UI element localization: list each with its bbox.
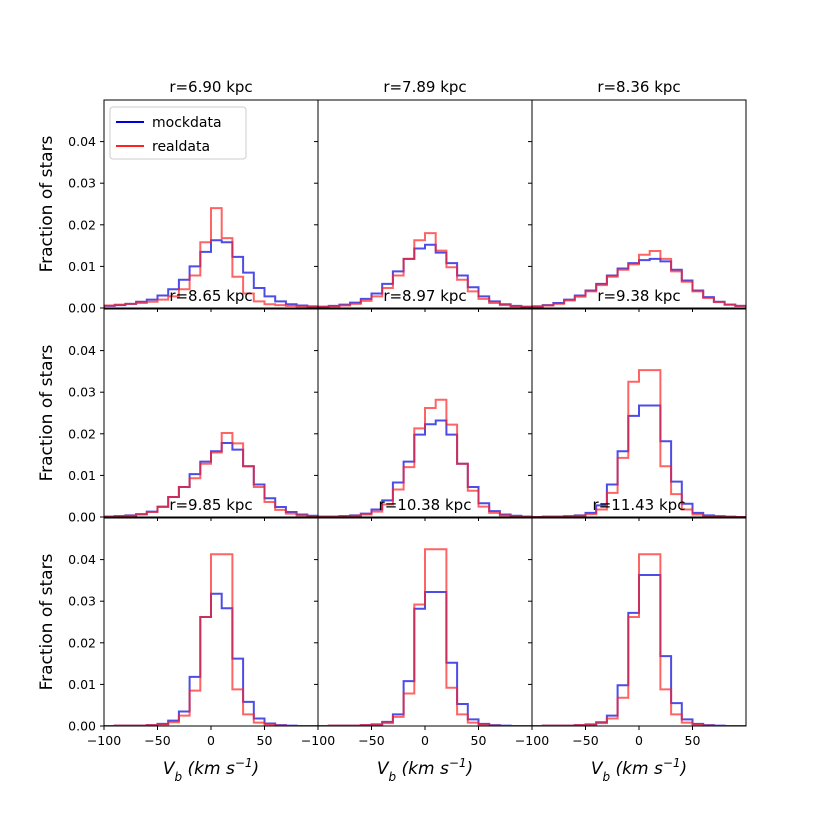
y-tick-label: 0.04	[68, 343, 96, 358]
x-tick-label: −100	[301, 733, 335, 748]
legend-label: realdata	[152, 139, 210, 155]
realdata-histogram	[532, 553, 746, 726]
panel-title: r=8.36 kpc	[597, 78, 680, 96]
x-axis-label-part: V	[377, 759, 390, 779]
panel-title: r=6.90 kpc	[169, 78, 252, 96]
realdata-histogram	[318, 232, 532, 308]
histogram-group	[318, 232, 532, 308]
x-axis-label-part: V	[163, 759, 176, 779]
x-tick-label: 0	[635, 733, 643, 748]
panel-1: 0.00 0.01 0.02 0.03 0.04 r=6.90 kpc Fraction o…	[37, 78, 319, 316]
y-tick-label: 0.02	[68, 426, 96, 441]
x-tick-label: 50	[471, 733, 487, 748]
legend-label: mockdata	[152, 115, 222, 131]
y-tick-label: 0.03	[68, 594, 96, 609]
x-axis-label-part: (km s	[396, 759, 449, 779]
x-tick-label: −50	[358, 733, 384, 748]
panel-title: r=8.65 kpc	[169, 287, 252, 305]
x-axis-label-part: −1	[235, 756, 253, 770]
y-tick-label: 0.01	[68, 677, 96, 692]
x-axis-label-part: −1	[449, 756, 467, 770]
x-axis-label-part: V	[591, 759, 604, 779]
y-tick-label: 0.00	[68, 719, 96, 734]
y-axis-label: Fraction of stars	[37, 553, 57, 690]
panel-title: r=8.97 kpc	[383, 287, 466, 305]
panel-frame	[317, 99, 533, 309]
x-axis-label-part: b	[602, 770, 610, 784]
panel-title: r=7.89 kpc	[383, 78, 466, 96]
panel-6: r=9.38 kpc	[528, 287, 747, 521]
panel-title: r=9.85 kpc	[169, 496, 252, 514]
panel-frame	[531, 99, 747, 309]
realdata-histogram	[318, 548, 532, 726]
x-tick-label: 50	[257, 733, 273, 748]
x-axis-label-part: )	[465, 759, 474, 779]
x-axis-label-part: (km s	[182, 759, 235, 779]
x-tick-label: 0	[207, 733, 215, 748]
mockdata-histogram	[318, 591, 532, 726]
x-axis-label-part: )	[679, 759, 688, 779]
x-axis-label-part: )	[251, 759, 260, 779]
y-axis-label: Fraction of stars	[37, 135, 57, 272]
panel-9: −100 −50 0 50 r=11.43 kpc Vb (km s−1)	[515, 496, 747, 784]
histogram-group	[532, 369, 746, 517]
panel-7: 0.00 0.01 0.02 0.03 0.04 −100 −50 0 50 r=9.85 kpc…	[37, 496, 319, 784]
y-tick-label: 0.02	[68, 217, 96, 232]
histogram-group	[532, 553, 746, 726]
x-tick-label: −50	[572, 733, 598, 748]
x-axis-label: Vb (km s−1)	[377, 756, 473, 784]
x-tick-label: −50	[144, 733, 170, 748]
panel-title: r=10.38 kpc	[379, 496, 472, 514]
y-tick-label: 0.00	[68, 301, 96, 316]
panel-8: −100 −50 0 50 r=10.38 kpc Vb (km s−1)	[301, 496, 533, 784]
panel-5: r=8.97 kpc	[314, 287, 533, 521]
realdata-histogram	[104, 553, 318, 726]
y-tick-label: 0.01	[68, 468, 96, 483]
histogram-group	[104, 207, 318, 308]
y-tick-label: 0.03	[68, 176, 96, 191]
panel-frame	[531, 517, 747, 727]
x-tick-label: 50	[685, 733, 701, 748]
realdata-histogram	[318, 398, 532, 517]
histogram-group	[104, 553, 318, 726]
realdata-histogram	[532, 250, 746, 308]
histogram-group	[532, 250, 746, 308]
x-axis-label-part: (km s	[610, 759, 663, 779]
x-tick-label: −100	[87, 733, 121, 748]
realdata-histogram	[104, 431, 318, 517]
legend: mockdata realdata	[109, 106, 247, 160]
x-axis-label: Vb (km s−1)	[163, 756, 259, 784]
x-tick-label: 0	[421, 733, 429, 748]
x-axis-label: Vb (km s−1)	[591, 756, 687, 784]
panel-4: 0.00 0.01 0.02 0.03 0.04 r=8.65 kpc Fraction o…	[37, 287, 319, 525]
plot-layer: 0.00 0.01 0.02 0.03 0.04 r=6.90 kpc Fraction o…	[37, 78, 747, 784]
x-axis-label-part: −1	[663, 756, 681, 770]
panel-frame	[103, 517, 319, 727]
y-tick-label: 0.01	[68, 259, 96, 274]
y-tick-label: 0.02	[68, 635, 96, 650]
realdata-histogram	[532, 369, 746, 517]
histogram-group	[318, 548, 532, 726]
realdata-histogram	[104, 207, 318, 308]
y-tick-label: 0.03	[68, 385, 96, 400]
panel-frame	[103, 308, 319, 518]
y-tick-label: 0.04	[68, 552, 96, 567]
y-tick-label: 0.00	[68, 510, 96, 525]
histogram-group	[318, 398, 532, 517]
x-tick-label: −100	[515, 733, 549, 748]
histogram-group	[104, 431, 318, 517]
x-axis-label-part: b	[174, 770, 182, 784]
y-tick-label: 0.04	[68, 134, 96, 149]
panel-2: r=7.89 kpc	[314, 78, 533, 312]
panel-title: r=11.43 kpc	[593, 496, 686, 514]
panel-title: r=9.38 kpc	[597, 287, 680, 305]
panel-3: r=8.36 kpc	[528, 78, 747, 312]
y-axis-label: Fraction of stars	[37, 344, 57, 481]
x-axis-label-part: b	[388, 770, 396, 784]
